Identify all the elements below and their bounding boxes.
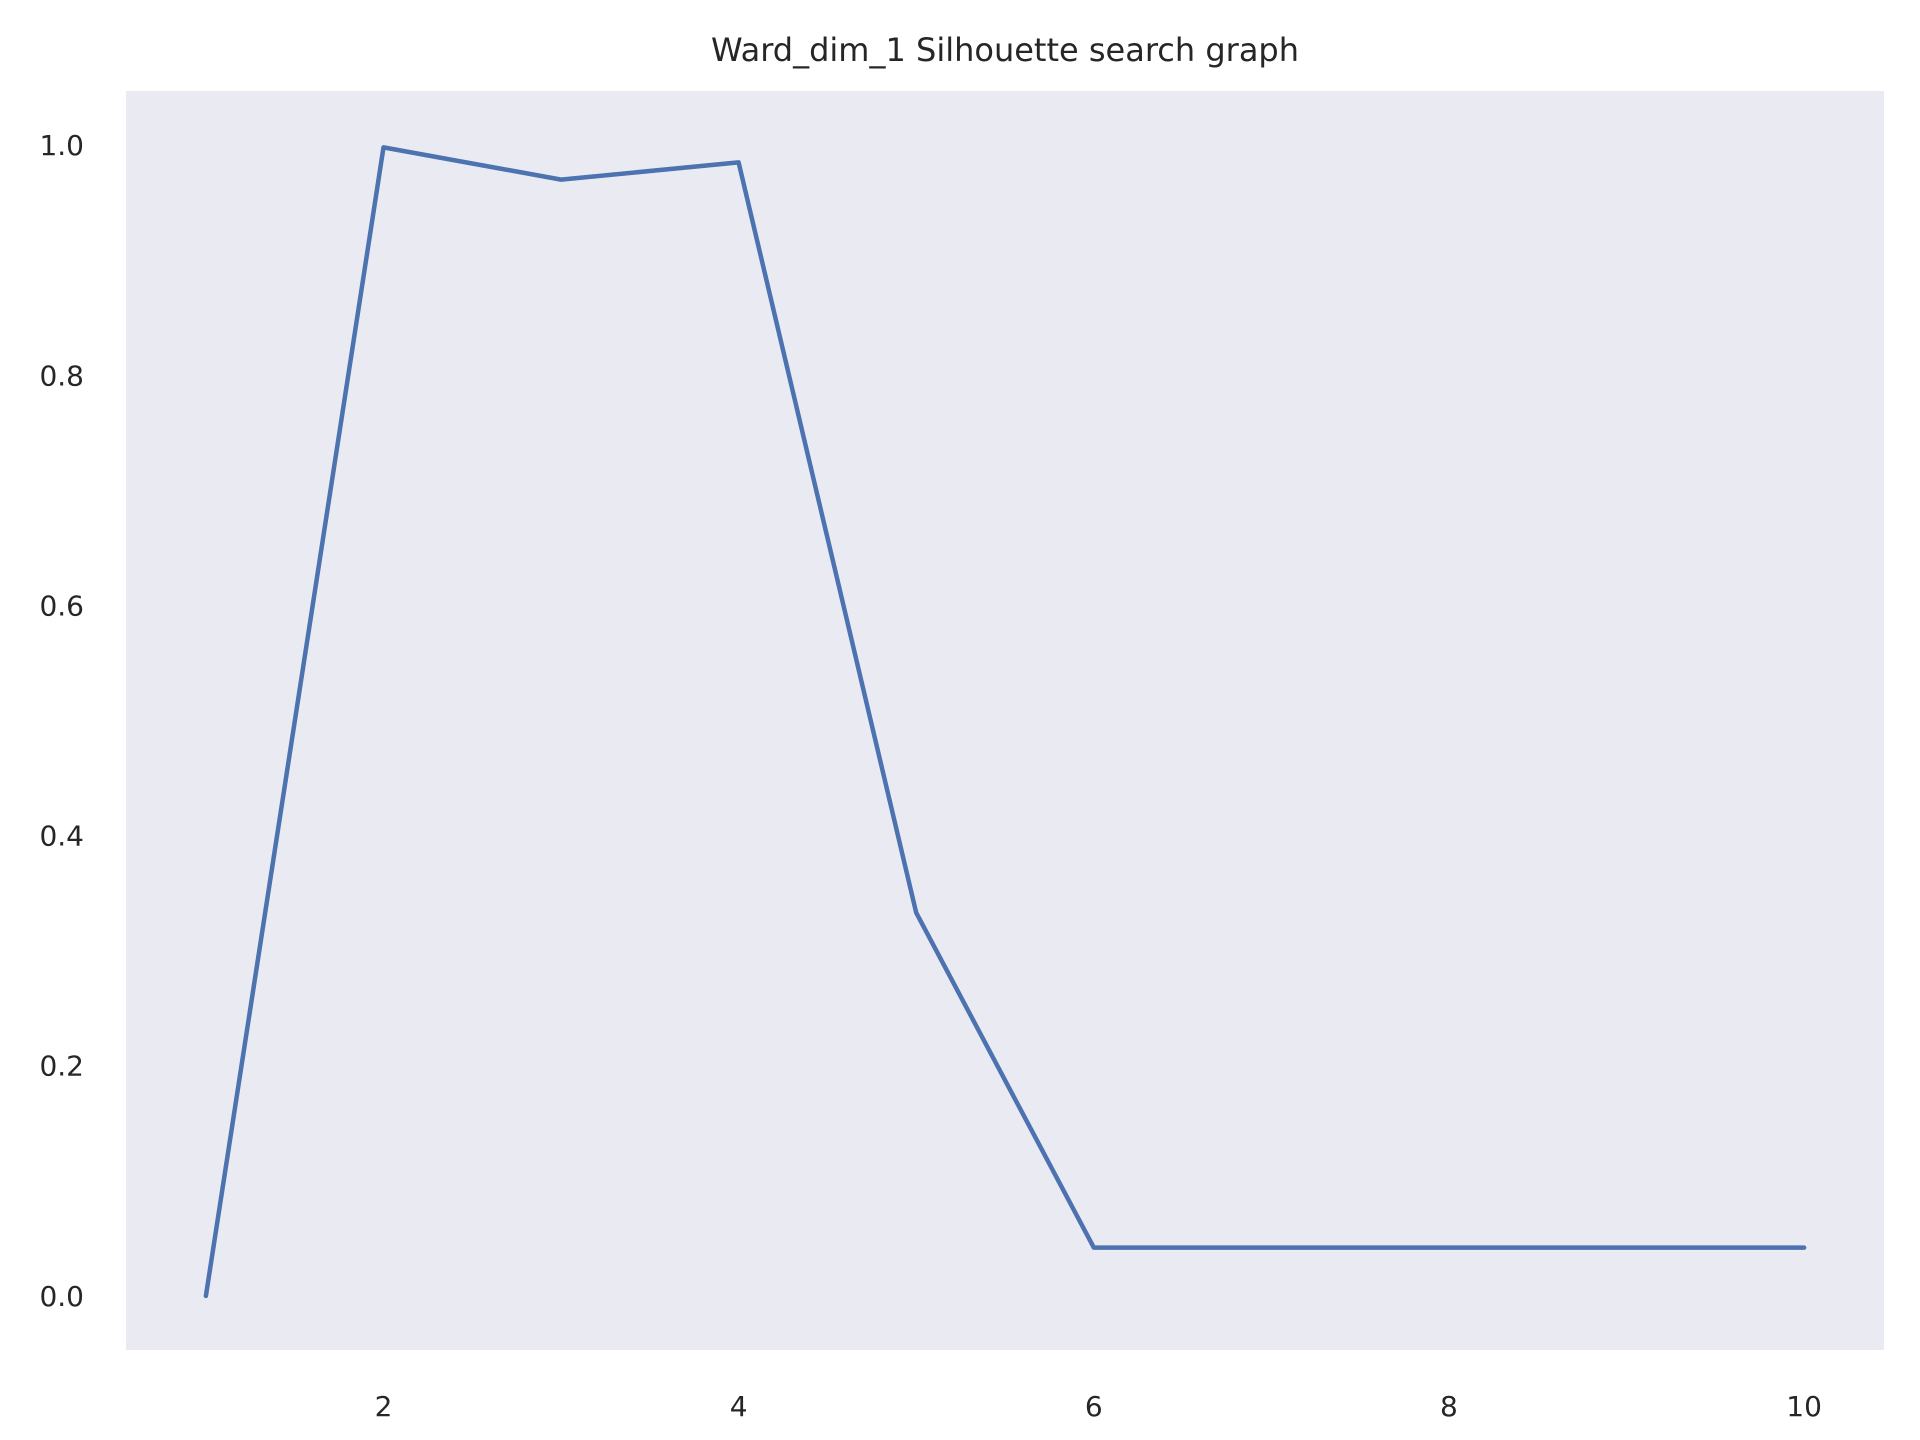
series-line [203,145,1807,1299]
x-tick-label: 2 [375,1390,393,1423]
x-tick-label: 10 [1786,1390,1822,1423]
y-tick-label: 1.0 [39,129,84,162]
y-tick-label: 0.6 [39,589,84,622]
chart-title: Ward_dim_1 Silhouette search graph [711,31,1299,69]
x-tick-label: 6 [1085,1390,1103,1423]
x-axis-ticks: 2 4 6 8 10 [375,1390,1822,1423]
y-tick-label: 0.4 [39,820,84,853]
x-tick-label: 8 [1440,1390,1458,1423]
y-tick-label: 0.2 [39,1050,84,1083]
y-tick-label: 0.8 [39,359,84,392]
x-tick-label: 4 [730,1390,748,1423]
y-tick-label: 0.0 [39,1280,84,1313]
y-axis-ticks: 0.0 0.2 0.4 0.6 0.8 1.0 [39,129,84,1313]
plot-area [126,91,1884,1350]
